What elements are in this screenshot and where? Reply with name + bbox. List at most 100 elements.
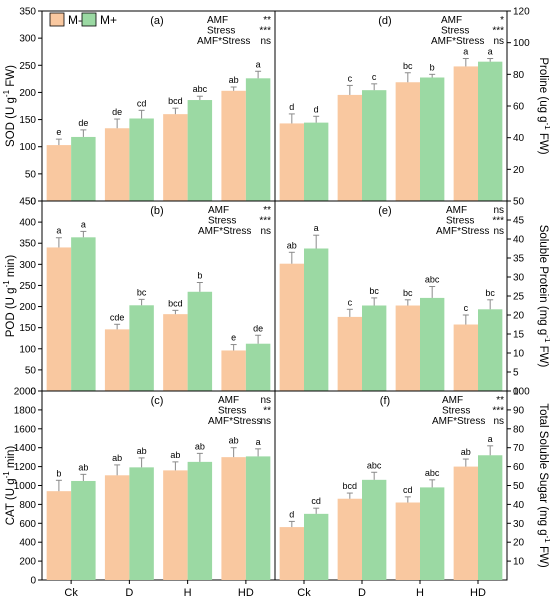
significance-letter: a bbox=[81, 219, 86, 229]
bar bbox=[129, 118, 154, 201]
sig-value: *** bbox=[259, 216, 271, 227]
sig-label: Stress bbox=[442, 406, 470, 417]
significance-letter: bcd bbox=[343, 481, 358, 491]
y-tick-label: 80 bbox=[513, 70, 525, 81]
y-axis-title: CAT (U g-1 min) bbox=[2, 446, 17, 526]
significance-letter: b bbox=[197, 270, 202, 280]
bar bbox=[279, 527, 304, 580]
significance-letter: d bbox=[314, 104, 319, 114]
y-tick-label: 10 bbox=[513, 557, 525, 568]
significance-letter: c bbox=[348, 73, 353, 83]
bar bbox=[129, 467, 154, 580]
y-axis-title: SOD (U g-1 FW) bbox=[2, 65, 17, 147]
significance-letter: de bbox=[112, 107, 122, 117]
y-tick-label: 5 bbox=[513, 368, 519, 379]
y-tick-label: 100 bbox=[19, 344, 36, 355]
legend: M- M+ bbox=[49, 12, 117, 27]
bar bbox=[104, 329, 130, 391]
y-tick-label: 20 bbox=[513, 311, 525, 322]
significance-letter: c bbox=[348, 297, 353, 307]
sig-value: ** bbox=[496, 395, 504, 406]
bar bbox=[46, 145, 72, 201]
bar bbox=[395, 82, 420, 201]
bar bbox=[395, 502, 420, 580]
bar bbox=[46, 491, 72, 580]
y-tick-label: 20 bbox=[513, 538, 525, 549]
bar bbox=[337, 94, 362, 201]
bar bbox=[420, 77, 445, 201]
bar bbox=[221, 457, 246, 580]
sig-value: * bbox=[500, 15, 504, 26]
y-tick-label: 1600 bbox=[14, 424, 37, 435]
bar bbox=[279, 123, 304, 201]
significance-letter: bc bbox=[403, 61, 413, 71]
significance-letter: b bbox=[56, 468, 61, 478]
y-tick-label: 0 bbox=[30, 197, 36, 208]
y-tick-label: 250 bbox=[19, 281, 36, 292]
y-tick-label: 40 bbox=[513, 235, 525, 246]
panel-f: 10 20 30 40 50 60 70 80 90 100 d cd Ck bcd abc Dcd abc Ha… bbox=[274, 387, 530, 599]
sig-value: *** bbox=[492, 26, 504, 37]
y-tick-label: 50 bbox=[25, 169, 37, 180]
sig-label: AMF bbox=[442, 395, 463, 406]
sig-label: AMF*Stress bbox=[197, 36, 250, 47]
bar bbox=[279, 263, 304, 391]
bar bbox=[337, 498, 362, 580]
significance-letter: de bbox=[78, 118, 88, 128]
y-tick-label: 25 bbox=[513, 292, 525, 303]
y-tick-label: 45 bbox=[513, 216, 525, 227]
significance-letter: abc bbox=[425, 275, 440, 285]
panel-label: (b) bbox=[150, 205, 163, 217]
y-axis-title: Soluble Protein (mg g-1 FW) bbox=[537, 225, 550, 368]
sig-label: AMF bbox=[218, 395, 239, 406]
bar bbox=[187, 291, 213, 391]
bar bbox=[71, 136, 96, 201]
sig-value: *** bbox=[259, 26, 271, 37]
y-tick-label: 350 bbox=[19, 239, 36, 250]
y-tick-label: 40 bbox=[513, 500, 525, 511]
significance-letter: a bbox=[488, 47, 493, 57]
significance-letter: bc bbox=[403, 288, 413, 298]
bar bbox=[71, 480, 96, 580]
significance-letter: abc bbox=[193, 84, 208, 94]
bar bbox=[104, 475, 130, 580]
bar bbox=[245, 78, 271, 201]
significance-letter: de bbox=[253, 323, 263, 333]
y-tick-label: 0 bbox=[30, 387, 36, 398]
significance-letter: ab bbox=[287, 240, 297, 250]
y-tick-label: 50 bbox=[513, 197, 525, 208]
significance-letter: d bbox=[289, 102, 294, 112]
significance-letter: b bbox=[430, 62, 435, 72]
y-tick-label: 60 bbox=[513, 102, 525, 113]
x-tick-label: D bbox=[358, 587, 366, 599]
bar bbox=[71, 237, 96, 391]
x-tick-label: Ck bbox=[64, 587, 78, 599]
legend-swatch-m-minus bbox=[49, 12, 65, 27]
legend-label-m-plus: M+ bbox=[100, 13, 117, 27]
bar bbox=[362, 479, 387, 580]
significance-letter: ab bbox=[195, 441, 205, 451]
bar bbox=[304, 513, 329, 580]
y-tick-label: 30 bbox=[513, 519, 525, 530]
y-tick-label: 200 bbox=[19, 557, 36, 568]
y-tick-label: 60 bbox=[513, 462, 525, 473]
y-tick-label: 120 bbox=[513, 7, 530, 18]
y-tick-label: 1000 bbox=[14, 481, 37, 492]
y-tick-label: 350 bbox=[19, 7, 36, 18]
y-tick-label: 100 bbox=[19, 142, 36, 153]
sig-label: Stress bbox=[208, 216, 236, 227]
significance-letter: ab bbox=[229, 75, 239, 85]
sig-label: AMF*Stress bbox=[198, 226, 251, 237]
sig-value: ** bbox=[263, 205, 271, 216]
panel-label: (e) bbox=[378, 205, 391, 217]
sig-value: ns bbox=[260, 36, 271, 47]
bar bbox=[362, 305, 387, 391]
sig-value: ns bbox=[493, 226, 504, 237]
bar bbox=[245, 343, 271, 391]
y-tick-label: 30 bbox=[513, 273, 525, 284]
y-tick-label: 40 bbox=[513, 133, 525, 144]
bar bbox=[420, 487, 445, 580]
y-axis-title: Proline (ug g-1 FW) bbox=[537, 57, 550, 154]
